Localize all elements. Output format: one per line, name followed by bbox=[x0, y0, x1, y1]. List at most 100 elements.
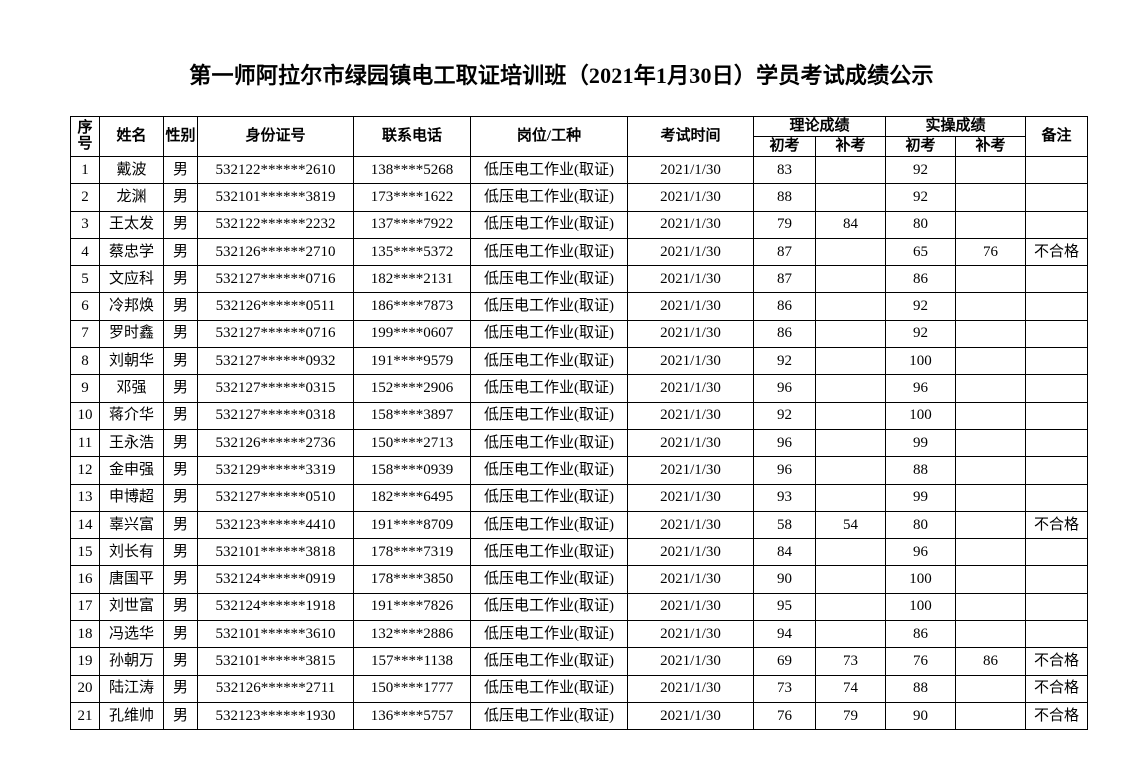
table-row: 13 申博超男 532127******0510 182****6495 低压电工作业(… bbox=[70, 483, 1089, 512]
cell-practice-retake bbox=[955, 401, 1027, 430]
cell-name: 邓强 bbox=[99, 374, 164, 403]
header-theory: 理论成绩 bbox=[752, 116, 887, 137]
cell-phone: 186****7873 bbox=[353, 292, 471, 321]
cell-id-number: 532123******1930 bbox=[197, 701, 354, 731]
cell-exam-date: 2021/1/30 bbox=[627, 237, 754, 267]
table-row: 8 刘朝华男 532127******0932 191****9579 低压电工作业(取… bbox=[70, 347, 1089, 376]
cell-seq: 5 bbox=[70, 265, 100, 294]
cell-name: 唐国平 bbox=[99, 565, 164, 594]
cell-theory-first: 79 bbox=[753, 210, 816, 239]
cell-seq: 8 bbox=[70, 347, 100, 376]
table-row: 1 戴波男 532122******2610 138****5268 低压电工作业(取证… bbox=[70, 155, 1089, 185]
cell-exam-date: 2021/1/30 bbox=[627, 183, 754, 212]
cell-practice-retake bbox=[955, 265, 1027, 294]
cell-note bbox=[1025, 319, 1089, 349]
table-row: 2 龙渊男 532101******3819 173****1622 低压电工作业(取证… bbox=[70, 183, 1089, 212]
cell-theory-retake bbox=[814, 292, 887, 321]
cell-practice-retake bbox=[955, 428, 1027, 458]
cell-theory-first: 84 bbox=[753, 538, 816, 567]
cell-note bbox=[1025, 265, 1089, 294]
cell-theory-first: 69 bbox=[753, 647, 816, 676]
cell-theory-first: 86 bbox=[753, 319, 816, 349]
cell-phone: 150****1777 bbox=[353, 674, 471, 703]
cell-id-number: 532127******0510 bbox=[197, 483, 354, 512]
cell-id-number: 532122******2232 bbox=[197, 210, 354, 239]
table-row: 9 邓强男 532127******0315 152****2906 低压电工作业(取证… bbox=[70, 374, 1089, 403]
cell-seq: 17 bbox=[70, 592, 100, 622]
cell-phone: 191****7826 bbox=[353, 592, 471, 622]
cell-practice-retake bbox=[955, 210, 1027, 239]
cell-practice-first: 88 bbox=[885, 456, 957, 485]
cell-job: 低压电工作业(取证) bbox=[470, 319, 628, 349]
cell-id-number: 532127******0318 bbox=[197, 401, 354, 430]
cell-note: 不合格 bbox=[1025, 237, 1089, 267]
cell-theory-retake: 54 bbox=[814, 510, 887, 540]
cell-note: 不合格 bbox=[1025, 701, 1089, 731]
cell-name: 蒋介华 bbox=[99, 401, 164, 430]
cell-name: 陆江涛 bbox=[99, 674, 164, 703]
header-name: 姓名 bbox=[99, 116, 164, 157]
cell-seq: 14 bbox=[70, 510, 100, 540]
cell-gender: 男 bbox=[163, 620, 198, 649]
cell-id-number: 532124******0919 bbox=[197, 565, 354, 594]
cell-id-number: 532101******3818 bbox=[197, 538, 354, 567]
cell-practice-first: 92 bbox=[885, 319, 957, 349]
cell-phone: 157****1138 bbox=[353, 647, 471, 676]
cell-id-number: 532129******3319 bbox=[197, 456, 354, 485]
table-row: 15 刘长有男 532101******3818 178****7319 低压电工作业(… bbox=[70, 538, 1089, 567]
cell-id-number: 532101******3610 bbox=[197, 620, 354, 649]
cell-id-number: 532126******2736 bbox=[197, 428, 354, 458]
cell-note bbox=[1025, 401, 1089, 430]
header-theory-retake: 补考 bbox=[814, 136, 887, 157]
cell-name: 罗时鑫 bbox=[99, 319, 164, 349]
cell-job: 低压电工作业(取证) bbox=[470, 701, 628, 731]
cell-practice-first: 92 bbox=[885, 292, 957, 321]
cell-seq: 13 bbox=[70, 483, 100, 512]
cell-theory-retake: 84 bbox=[814, 210, 887, 239]
cell-practice-first: 76 bbox=[885, 647, 957, 676]
cell-id-number: 532126******0511 bbox=[197, 292, 354, 321]
cell-name: 王永浩 bbox=[99, 428, 164, 458]
cell-gender: 男 bbox=[163, 237, 198, 267]
cell-gender: 男 bbox=[163, 374, 198, 403]
cell-practice-first: 86 bbox=[885, 265, 957, 294]
cell-phone: 152****2906 bbox=[353, 374, 471, 403]
cell-practice-retake bbox=[955, 155, 1027, 185]
cell-exam-date: 2021/1/30 bbox=[627, 592, 754, 622]
cell-name: 蔡忠学 bbox=[99, 237, 164, 267]
cell-job: 低压电工作业(取证) bbox=[470, 401, 628, 430]
header-seq-label: 序号 bbox=[77, 119, 93, 152]
cell-id-number: 532127******0716 bbox=[197, 319, 354, 349]
cell-theory-retake bbox=[814, 155, 887, 185]
cell-practice-retake bbox=[955, 183, 1027, 212]
cell-practice-first: 99 bbox=[885, 428, 957, 458]
cell-seq: 12 bbox=[70, 456, 100, 485]
cell-id-number: 532101******3819 bbox=[197, 183, 354, 212]
cell-gender: 男 bbox=[163, 565, 198, 594]
cell-id-number: 532127******0716 bbox=[197, 265, 354, 294]
cell-practice-retake bbox=[955, 674, 1027, 703]
cell-practice-first: 96 bbox=[885, 538, 957, 567]
cell-theory-first: 92 bbox=[753, 347, 816, 376]
cell-name: 孙朝万 bbox=[99, 647, 164, 676]
cell-theory-first: 58 bbox=[753, 510, 816, 540]
cell-practice-first: 100 bbox=[885, 401, 957, 430]
cell-theory-first: 87 bbox=[753, 237, 816, 267]
cell-name: 戴波 bbox=[99, 155, 164, 185]
cell-exam-date: 2021/1/30 bbox=[627, 565, 754, 594]
cell-practice-first: 92 bbox=[885, 155, 957, 185]
cell-seq: 16 bbox=[70, 565, 100, 594]
cell-theory-first: 94 bbox=[753, 620, 816, 649]
cell-exam-date: 2021/1/30 bbox=[627, 647, 754, 676]
cell-practice-first: 65 bbox=[885, 237, 957, 267]
cell-gender: 男 bbox=[163, 592, 198, 622]
cell-job: 低压电工作业(取证) bbox=[470, 155, 628, 185]
cell-job: 低压电工作业(取证) bbox=[470, 183, 628, 212]
cell-phone: 191****8709 bbox=[353, 510, 471, 540]
cell-job: 低压电工作业(取证) bbox=[470, 620, 628, 649]
cell-gender: 男 bbox=[163, 401, 198, 430]
cell-theory-retake: 73 bbox=[814, 647, 887, 676]
cell-phone: 178****7319 bbox=[353, 538, 471, 567]
header-practice-retake: 补考 bbox=[955, 136, 1027, 157]
cell-theory-retake: 74 bbox=[814, 674, 887, 703]
